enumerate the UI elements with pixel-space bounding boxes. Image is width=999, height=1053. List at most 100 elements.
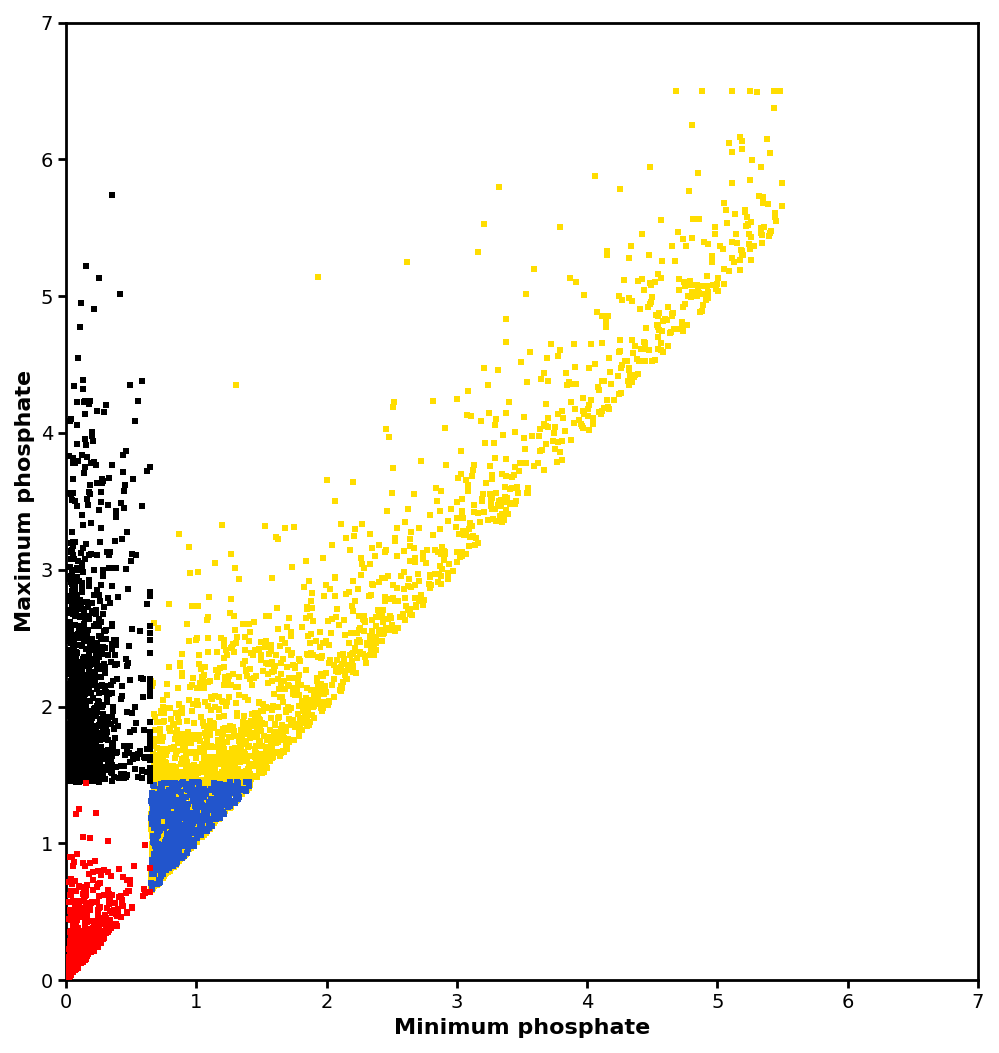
Point — [508, 493, 524, 510]
Point — [106, 769, 122, 786]
Point — [68, 737, 84, 754]
Point — [240, 739, 256, 756]
Point — [258, 742, 274, 759]
Point — [165, 757, 181, 774]
Point — [497, 493, 512, 510]
Point — [612, 343, 628, 360]
Point — [176, 848, 192, 865]
Point — [164, 783, 180, 800]
Point — [149, 842, 165, 859]
Point — [253, 722, 269, 739]
Point — [77, 679, 93, 696]
Point — [575, 420, 591, 437]
Point — [613, 359, 629, 376]
Point — [318, 664, 334, 681]
Point — [339, 585, 355, 602]
Point — [172, 655, 188, 672]
Point — [144, 866, 160, 882]
Point — [87, 723, 103, 740]
Point — [485, 471, 500, 488]
Point — [149, 876, 165, 893]
Point — [104, 737, 120, 754]
Point — [150, 840, 166, 857]
Point — [63, 950, 79, 967]
Point — [145, 776, 161, 793]
Point — [75, 516, 91, 533]
Point — [226, 778, 242, 795]
Point — [158, 829, 174, 846]
Point — [241, 762, 257, 779]
Point — [147, 797, 163, 814]
Point — [172, 814, 188, 831]
Point — [194, 756, 210, 773]
Point — [278, 703, 294, 720]
Point — [67, 940, 83, 957]
Point — [170, 830, 186, 847]
Point — [152, 843, 168, 860]
Point — [69, 960, 85, 977]
Point — [228, 678, 244, 695]
Point — [82, 830, 98, 847]
Point — [65, 943, 81, 960]
Point — [215, 795, 231, 812]
Point — [63, 739, 79, 756]
Point — [252, 714, 268, 731]
Point — [161, 766, 177, 782]
Point — [64, 942, 80, 959]
Point — [154, 793, 170, 810]
Point — [403, 604, 419, 621]
Point — [269, 744, 285, 761]
Point — [182, 836, 198, 853]
Point — [266, 686, 282, 702]
Point — [146, 848, 162, 865]
Point — [145, 815, 161, 832]
Point — [64, 734, 80, 751]
Point — [217, 797, 233, 814]
Point — [72, 656, 88, 673]
Point — [64, 682, 80, 699]
Point — [216, 740, 232, 757]
Point — [719, 215, 735, 232]
Point — [147, 829, 163, 846]
Point — [79, 746, 95, 762]
Point — [159, 761, 175, 778]
Point — [81, 656, 97, 673]
Point — [169, 848, 185, 865]
Point — [62, 763, 78, 780]
Point — [568, 375, 584, 392]
Point — [198, 775, 214, 792]
Point — [376, 624, 392, 641]
Point — [69, 959, 85, 976]
Point — [147, 849, 163, 866]
Point — [375, 602, 391, 619]
Point — [616, 271, 632, 287]
Point — [63, 922, 79, 939]
Point — [100, 732, 116, 749]
Point — [170, 826, 186, 842]
Point — [157, 833, 173, 850]
Point — [566, 359, 582, 376]
Point — [299, 610, 315, 627]
Point — [73, 760, 89, 777]
Point — [69, 569, 85, 585]
Point — [86, 921, 102, 938]
Point — [225, 771, 241, 788]
Point — [158, 838, 174, 855]
Point — [172, 815, 188, 832]
Point — [64, 739, 80, 756]
Point — [185, 676, 201, 693]
Point — [76, 948, 92, 965]
Point — [531, 428, 547, 444]
Point — [94, 475, 110, 492]
Point — [81, 771, 97, 788]
Point — [168, 821, 184, 838]
Point — [75, 951, 91, 968]
Point — [169, 811, 185, 828]
Point — [62, 678, 78, 695]
Point — [237, 783, 253, 800]
Point — [732, 252, 748, 269]
Point — [178, 834, 194, 851]
Point — [190, 786, 206, 802]
Point — [95, 910, 111, 927]
Point — [82, 674, 98, 691]
